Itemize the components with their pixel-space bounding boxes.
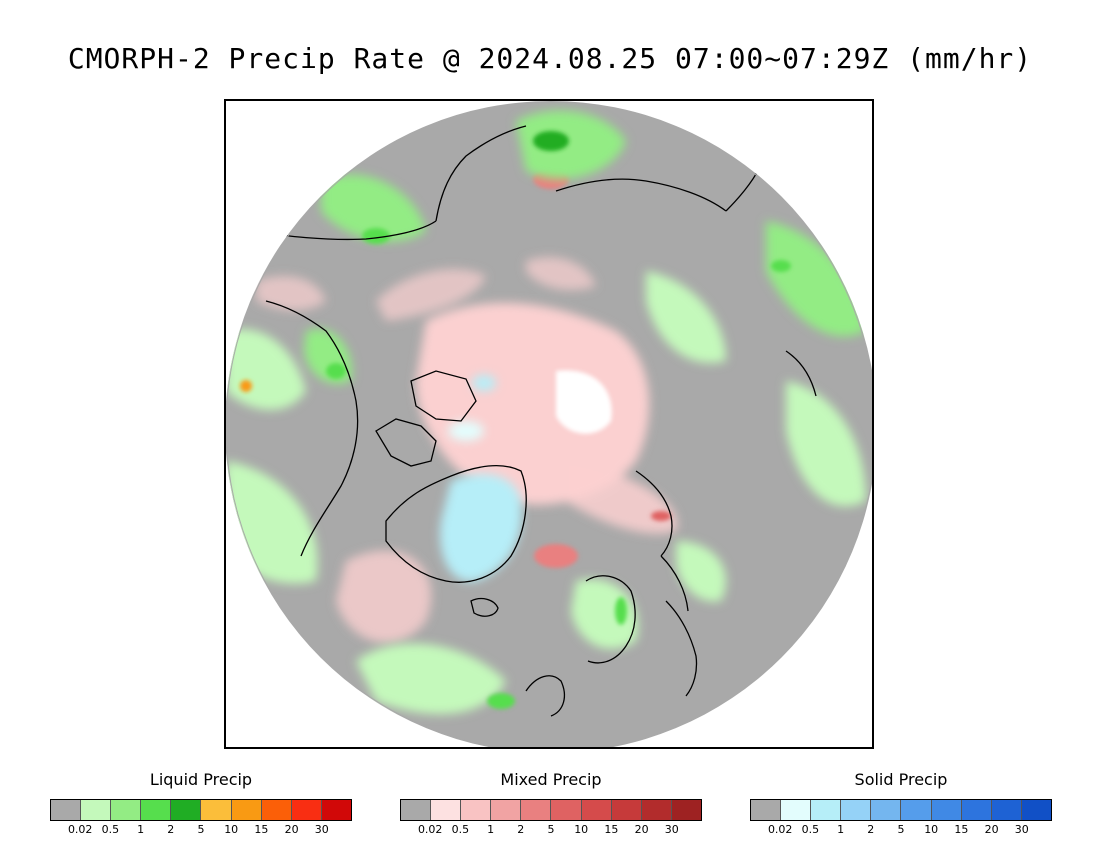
legend-tick: 1 — [137, 823, 145, 836]
legend-swatch — [991, 800, 1022, 820]
mixed-precip-areas — [256, 257, 678, 643]
legend-tick: 5 — [897, 823, 905, 836]
legend-swatch — [461, 800, 492, 820]
map-panel — [224, 99, 874, 749]
solid-precip-areas — [440, 375, 522, 582]
legend-swatch — [611, 800, 642, 820]
legend-ticks: 0.02 0.5 1 2 5 10 15 20 30 — [750, 823, 1052, 837]
legend-swatch — [171, 800, 202, 820]
legend-swatch — [931, 800, 962, 820]
legend-tick: 20 — [634, 823, 649, 836]
legend-tick: 5 — [197, 823, 205, 836]
legend-title: Mixed Precip — [500, 770, 602, 789]
legend-tick: 20 — [284, 823, 299, 836]
legend-tick: 0.02 — [67, 823, 93, 836]
legend-swatch — [781, 800, 812, 820]
legend-swatch — [321, 800, 351, 820]
legend-ticks: 0.02 0.5 1 2 5 10 15 20 30 — [400, 823, 702, 837]
legend-tick: 0.5 — [801, 823, 820, 836]
legend-tick: 2 — [167, 823, 175, 836]
legend-tick: 30 — [1014, 823, 1029, 836]
legend-colorbar — [750, 799, 1052, 821]
legend-swatch — [751, 800, 782, 820]
legend-swatch — [201, 800, 232, 820]
legend-title: Liquid Precip — [149, 770, 253, 789]
legend-swatch — [521, 800, 552, 820]
legend-swatch — [961, 800, 992, 820]
legend-tick: 0.02 — [767, 823, 793, 836]
legend-swatch — [641, 800, 672, 820]
legend-tick: 15 — [954, 823, 969, 836]
legend-swatch — [551, 800, 582, 820]
legend-solid: Solid Precip 0.02 0.5 1 2 5 10 15 20 30 — [750, 770, 1052, 837]
legend-tick: 2 — [867, 823, 875, 836]
legend-tick: 15 — [604, 823, 619, 836]
legend-tick: 10 — [224, 823, 239, 836]
legend-tick: 10 — [574, 823, 589, 836]
map-disk-edge — [226, 101, 872, 747]
legend-tick: 5 — [547, 823, 555, 836]
legend-swatch — [291, 800, 322, 820]
legend-swatch — [901, 800, 932, 820]
legend-mixed: Mixed Precip 0.02 0.5 1 2 5 10 15 20 30 — [400, 770, 702, 837]
legend-tick: 15 — [254, 823, 269, 836]
legend-title: Solid Precip — [854, 770, 948, 789]
legend-tick: 0.5 — [451, 823, 470, 836]
legend-colorbar — [400, 799, 702, 821]
legend-swatch — [261, 800, 292, 820]
legend-swatch — [1021, 800, 1051, 820]
legend-ticks: 0.02 0.5 1 2 5 10 15 20 30 — [50, 823, 352, 837]
legend-tick: 0.5 — [101, 823, 120, 836]
legend-swatch — [811, 800, 842, 820]
legend-swatch — [841, 800, 872, 820]
map-title: CMORPH-2 Precip Rate @ 2024.08.25 07:00~… — [67, 42, 1033, 75]
legend-liquid: Liquid Precip 0.02 0.5 1 2 5 10 15 20 30 — [50, 770, 352, 837]
pole-gap — [556, 370, 612, 434]
legend-swatch — [141, 800, 172, 820]
legend-tick: 30 — [664, 823, 679, 836]
legend-tick: 2 — [517, 823, 525, 836]
legend-swatch — [111, 800, 142, 820]
legend-swatch — [491, 800, 522, 820]
legend-swatch — [231, 800, 262, 820]
legend-colorbar — [50, 799, 352, 821]
legend-swatch — [81, 800, 112, 820]
legend-swatch — [431, 800, 462, 820]
legend-tick: 1 — [837, 823, 845, 836]
legend-tick: 0.02 — [417, 823, 443, 836]
legend-tick: 30 — [314, 823, 329, 836]
liquid-precip-areas — [226, 110, 866, 715]
liquid-precip-heavier — [240, 131, 791, 709]
legend-tick: 1 — [487, 823, 495, 836]
legend-tick: 10 — [924, 823, 939, 836]
legend-swatch — [581, 800, 612, 820]
legend-swatch — [51, 800, 82, 820]
legend-tick: 20 — [984, 823, 999, 836]
legend-swatch — [401, 800, 432, 820]
polar-precip-map — [226, 101, 872, 747]
legend-swatch — [871, 800, 902, 820]
legend-swatch — [671, 800, 701, 820]
